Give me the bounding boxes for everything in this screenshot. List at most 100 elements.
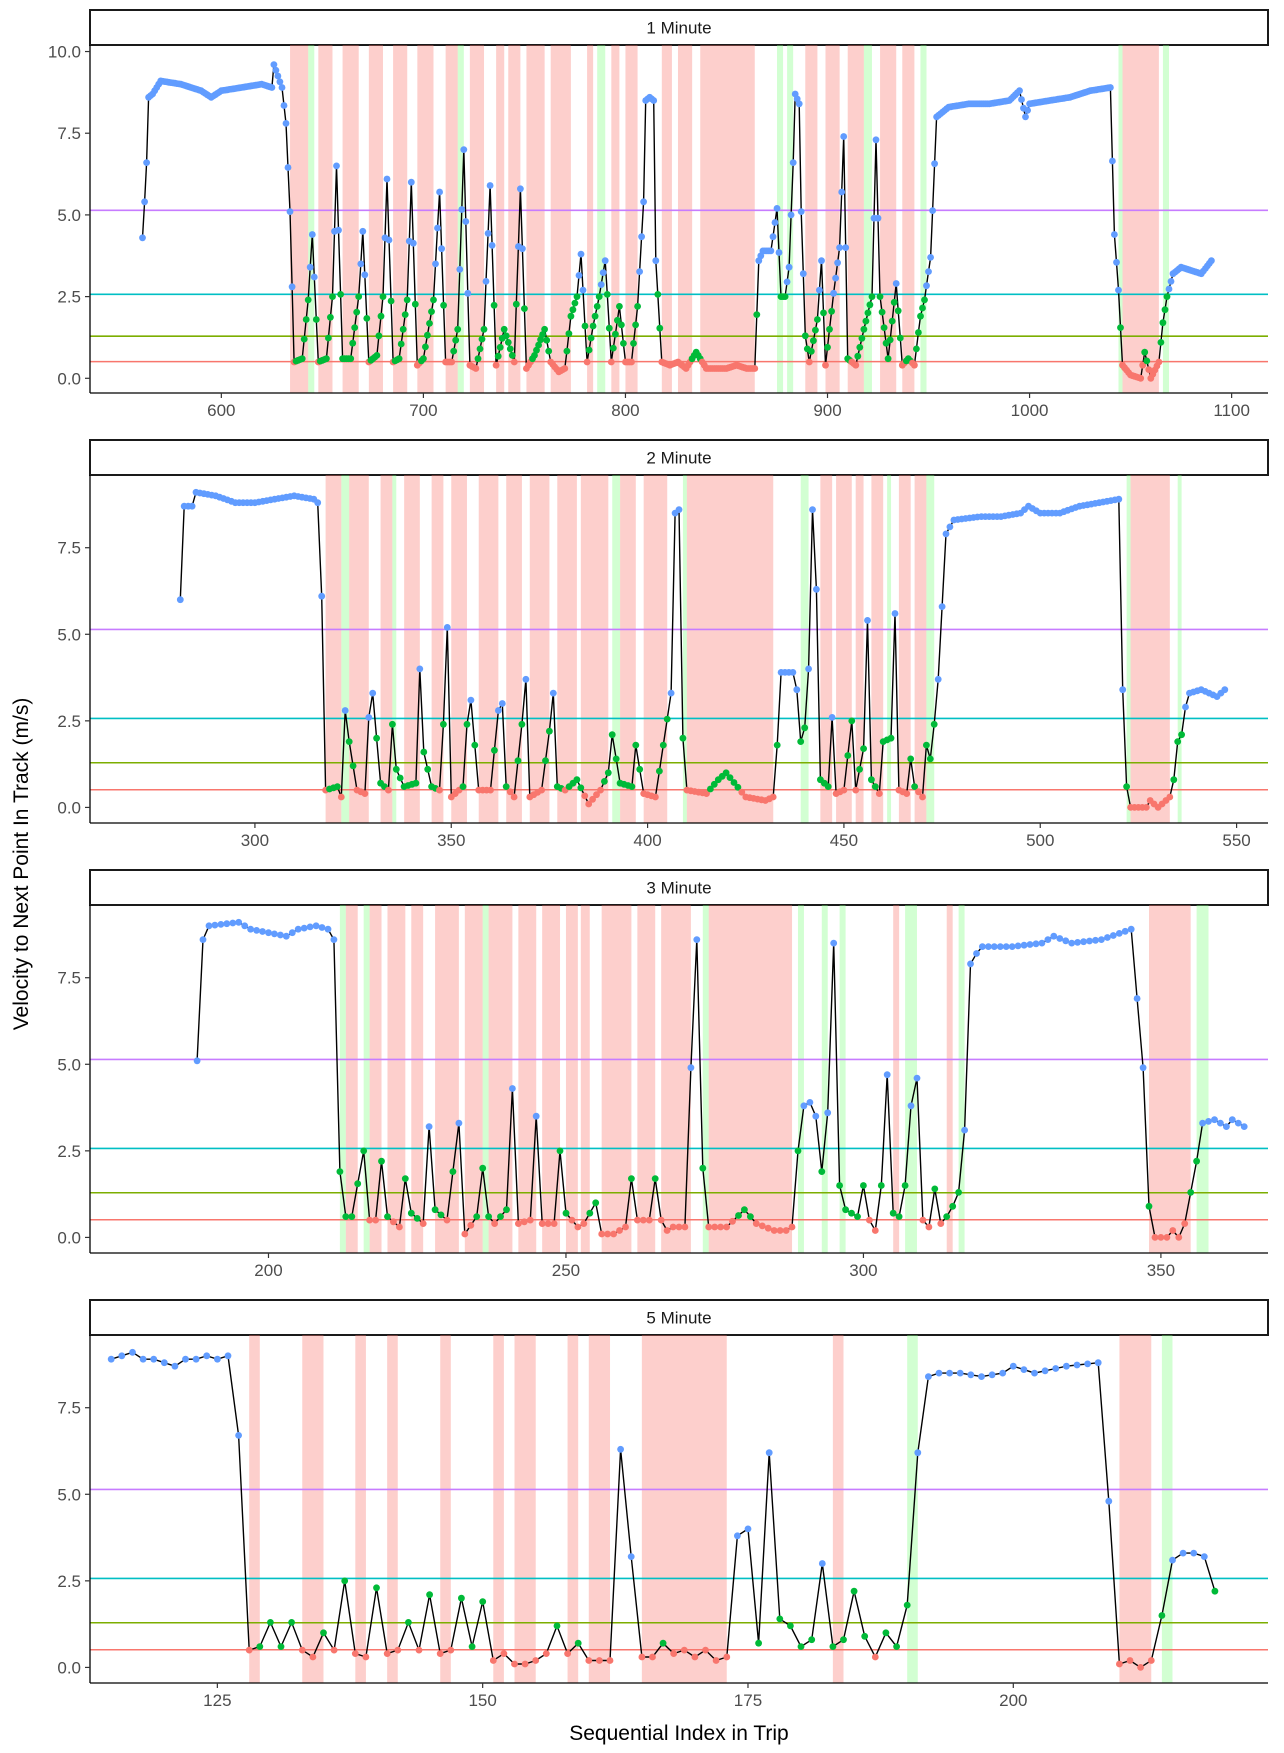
data-point [512, 300, 520, 308]
data-point [426, 1591, 433, 1599]
data-point [502, 332, 510, 340]
data-point [396, 774, 404, 782]
stop-band [249, 1335, 260, 1683]
data-point [323, 355, 330, 363]
data-point [143, 159, 151, 167]
data-point [1137, 374, 1145, 382]
data-point [617, 1445, 624, 1453]
data-point [478, 335, 486, 343]
data-point [1113, 258, 1120, 266]
data-point [744, 1525, 752, 1533]
data-point [938, 603, 946, 610]
stop-band [1149, 905, 1191, 1253]
data-point [747, 1213, 754, 1220]
stop-band [345, 905, 358, 1253]
data-point [256, 1643, 264, 1650]
data-point [192, 1355, 200, 1363]
data-point [500, 1650, 508, 1657]
stop-band [440, 1335, 451, 1683]
data-point [1143, 357, 1151, 365]
data-point [300, 924, 308, 932]
data-point [294, 925, 302, 933]
x-tick-label: 550 [1222, 831, 1250, 850]
data-point [298, 1646, 306, 1654]
data-point [1119, 686, 1127, 694]
data-point [738, 788, 746, 796]
data-point [253, 927, 260, 934]
data-point [1092, 936, 1099, 944]
data-point [532, 1112, 540, 1120]
data-point [1181, 1220, 1189, 1227]
move-band [1162, 45, 1169, 393]
data-point [723, 1223, 730, 1231]
data-point [663, 715, 671, 723]
move-band [597, 45, 606, 393]
data-point [471, 741, 479, 749]
stop-band [587, 45, 594, 393]
data-point [443, 1216, 451, 1224]
data-point [1169, 1556, 1176, 1564]
data-point [1115, 286, 1122, 294]
data-point [1208, 257, 1215, 265]
data-point [785, 263, 793, 271]
data-point [707, 785, 714, 793]
stop-band [542, 905, 561, 1253]
stop-band [488, 905, 513, 1253]
data-point [1199, 1119, 1206, 1127]
stop-band [805, 45, 818, 393]
stop-band [643, 475, 668, 823]
data-point [807, 347, 815, 355]
data-point [907, 1102, 915, 1110]
data-point [259, 928, 266, 935]
data-point [640, 198, 647, 206]
data-point [284, 164, 292, 171]
data-point [794, 1147, 802, 1155]
data-point [1166, 793, 1174, 801]
data-point [413, 1215, 421, 1222]
data-point [599, 269, 607, 276]
data-point [771, 219, 779, 226]
data-point [797, 1643, 805, 1650]
data-point [787, 211, 795, 219]
data-point [1126, 1657, 1134, 1664]
data-point [522, 675, 530, 683]
data-point [1137, 1664, 1144, 1671]
data-point [503, 1206, 510, 1214]
data-point [268, 84, 276, 91]
data-point [990, 943, 998, 950]
stop-band [380, 475, 393, 823]
stop-band [393, 45, 408, 393]
move-band [905, 905, 917, 1253]
data-point [456, 266, 464, 273]
data-point [868, 293, 876, 300]
data-point [1127, 925, 1135, 933]
data-point [365, 714, 373, 721]
data-point [577, 250, 585, 258]
data-point [390, 1218, 397, 1226]
data-point [931, 160, 938, 168]
data-point [1026, 941, 1034, 948]
data-point [889, 1209, 897, 1217]
stop-band [565, 905, 578, 1253]
data-point [765, 1449, 773, 1457]
data-point [620, 340, 627, 347]
data-point [538, 1220, 546, 1227]
stop-band [880, 45, 897, 393]
data-point [235, 918, 243, 926]
stop-band [902, 45, 915, 393]
data-point [341, 1577, 349, 1585]
data-point [872, 136, 880, 144]
data-point [943, 1213, 951, 1220]
data-point [607, 358, 615, 366]
data-point [773, 741, 781, 749]
data-point [654, 291, 662, 298]
y-tick-label: 7.5 [57, 1399, 81, 1418]
data-point [861, 1632, 869, 1640]
data-point [813, 585, 820, 593]
data-point [1117, 324, 1124, 331]
data-point [1155, 358, 1163, 366]
data-point [593, 791, 600, 799]
data-point [351, 324, 359, 331]
data-point [799, 270, 807, 278]
data-point [300, 335, 308, 343]
